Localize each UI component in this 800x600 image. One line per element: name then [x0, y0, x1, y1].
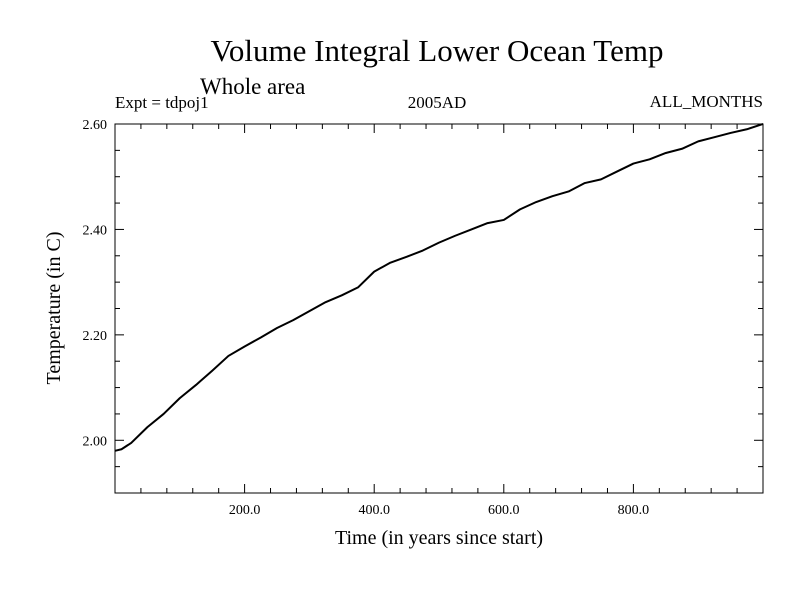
chart-subtitle: Whole area	[200, 74, 305, 99]
x-tick-label: 600.0	[488, 503, 520, 518]
x-tick-label: 800.0	[618, 503, 650, 518]
chart-title: Volume Integral Lower Ocean Temp	[211, 33, 664, 68]
months-label: ALL_MONTHS	[650, 92, 763, 111]
series-line	[114, 123, 764, 452]
y-tick-label: 2.20	[83, 329, 108, 344]
tick-labels: 200.0 400.0 600.0 800.0 2.00 2.20 2.40 2.60	[83, 118, 650, 518]
plot-frame	[114, 123, 764, 494]
y-tick-label: 2.60	[83, 118, 108, 133]
y-tick-label: 2.40	[83, 223, 108, 238]
axis-ticks	[115, 124, 763, 493]
y-tick-label: 2.00	[83, 434, 108, 449]
y-axis-label: Temperature (in C)	[43, 232, 65, 385]
x-tick-label: 400.0	[358, 503, 390, 518]
year-label: 2005AD	[408, 93, 467, 112]
experiment-label: Expt = tdpoj1	[115, 93, 209, 112]
x-tick-label: 200.0	[229, 503, 261, 518]
x-axis-label: Time (in years since start)	[335, 527, 543, 549]
